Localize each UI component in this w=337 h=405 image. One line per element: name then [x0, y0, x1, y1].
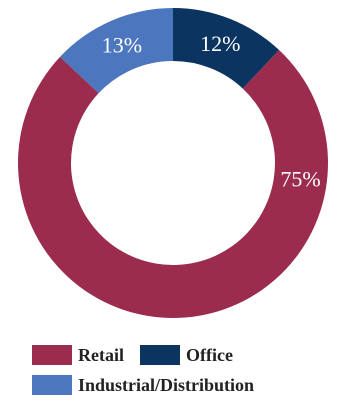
legend-item-retail: Retail: [32, 344, 124, 366]
legend-label-office: Office: [185, 344, 233, 365]
legend-label-retail: Retail: [78, 344, 124, 365]
legend-swatch-office: [139, 345, 180, 365]
legend-swatch-industrial-distribution: [32, 375, 72, 395]
legend-label-industrial-distribution: Industrial/Distribution: [78, 374, 255, 395]
legend-item-office: Office: [139, 344, 233, 366]
slice-label-office: 12%: [200, 31, 240, 56]
legend-swatch-retail: [32, 345, 72, 365]
slice-label-retail: 75%: [280, 167, 320, 192]
slice-industrial-distribution: [60, 8, 174, 94]
donut-chart: 12% 75% 13%: [17, 8, 329, 318]
slice-office: [173, 8, 280, 89]
legend-item-industrial-distribution: Industrial/Distribution: [32, 374, 254, 396]
chart-legend: Retail Office Industrial/Distribution: [32, 344, 332, 396]
slice-retail: [17, 50, 329, 318]
slice-label-industrial-distribution: 13%: [102, 33, 142, 58]
